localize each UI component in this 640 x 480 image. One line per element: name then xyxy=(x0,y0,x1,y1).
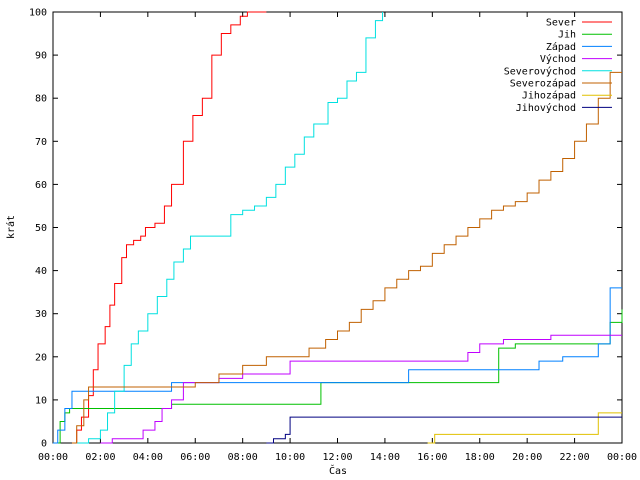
series-line-5 xyxy=(76,12,384,444)
x-tick-label: 00:00 xyxy=(38,452,68,463)
legend-label: Jih xyxy=(558,30,576,41)
legend-label: Severozápad xyxy=(510,78,576,90)
series-line-1 xyxy=(71,11,267,444)
y-tick-label: 20 xyxy=(35,352,47,363)
legend-label: Západ xyxy=(546,41,576,53)
y-axis-label: krát xyxy=(5,215,17,239)
x-tick-label: 18:00 xyxy=(465,452,495,463)
x-tick-label: 10:00 xyxy=(275,452,305,463)
y-tick-label: 70 xyxy=(35,137,47,148)
x-tick-label: 04:00 xyxy=(133,452,163,463)
legend: SeverJihZápadVýchodSeverovýchodSeverozáp… xyxy=(504,18,612,114)
y-tick-label: 0 xyxy=(41,439,47,450)
axis-ticks: 0 10 20 30 40 50 60 70 80 90 100 00:00 02:00 04:00 06:… xyxy=(29,8,637,464)
y-tick-label: 90 xyxy=(35,51,47,62)
y-tick-label: 60 xyxy=(35,180,47,191)
series-line-6 xyxy=(71,71,622,444)
x-tick-label: 22:00 xyxy=(560,452,590,463)
series-line-8 xyxy=(266,416,622,444)
x-tick-label: 08:00 xyxy=(228,452,258,463)
legend-label: Východ xyxy=(540,53,576,65)
y-tick-label: 50 xyxy=(35,223,47,234)
series-line-7 xyxy=(427,412,622,444)
legend-label: Jihozápad xyxy=(522,90,576,102)
y-tick-label: 80 xyxy=(35,94,47,105)
series-line-2 xyxy=(53,309,623,444)
y-tick-label: 30 xyxy=(35,309,47,320)
x-tick-label: 16:00 xyxy=(417,452,447,463)
x-tick-label: 00:00 xyxy=(607,452,637,463)
x-tick-label: 12:00 xyxy=(322,452,352,463)
x-tick-label: 02:00 xyxy=(85,452,115,463)
x-tick-label: 14:00 xyxy=(370,452,400,463)
data-series xyxy=(53,11,623,444)
legend-label: Sever xyxy=(546,18,576,29)
y-tick-label: 10 xyxy=(35,395,47,406)
x-tick-label: 06:00 xyxy=(180,452,210,463)
y-tick-label: 40 xyxy=(35,266,47,277)
series-line-4 xyxy=(100,334,622,444)
series-line-3 xyxy=(53,287,622,444)
legend-label: Severovýchod xyxy=(504,65,576,77)
x-tick-label: 20:00 xyxy=(512,452,542,463)
x-axis-label: Čas xyxy=(329,464,347,477)
y-tick-label: 100 xyxy=(29,8,47,19)
legend-label: Jihovýchod xyxy=(516,102,576,114)
